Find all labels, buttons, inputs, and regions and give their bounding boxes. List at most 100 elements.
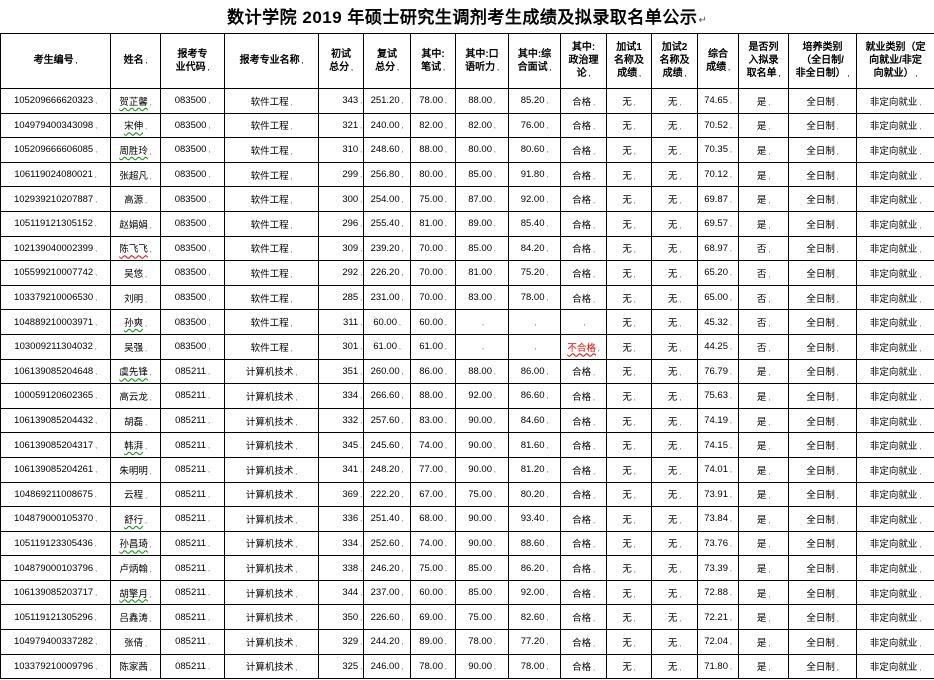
table-row: 106139085204317, 韩湃, 085211, 计算机技术, 345, 245.… bbox=[0, 432, 934, 458]
cell-end-mark: , bbox=[444, 590, 447, 598]
cell-politics: 合格, bbox=[560, 186, 607, 212]
cell-end-mark: , bbox=[593, 542, 595, 550]
cell-end-mark: , bbox=[679, 493, 682, 501]
cell-end-mark: , bbox=[208, 614, 210, 622]
cell-training-category: 全日制, bbox=[788, 112, 857, 139]
cell-end-mark: , bbox=[444, 467, 447, 475]
cell-end-mark: , bbox=[919, 271, 922, 279]
cell-extra-test-1: 无, bbox=[606, 88, 652, 114]
cell-overall-score: 73.39, bbox=[697, 555, 739, 581]
cell-name: 高源, bbox=[110, 186, 161, 212]
cell-politics: 合格, bbox=[560, 161, 607, 188]
cell-name: 胡磊, bbox=[110, 407, 161, 434]
cell-admitted: 是, bbox=[738, 604, 789, 631]
cell-end-mark: , bbox=[768, 493, 771, 501]
header-admitted: 是否列 入拟录 取名单, bbox=[738, 33, 789, 89]
cell-end-mark: , bbox=[444, 344, 447, 352]
cell-major-name: 软件工程, bbox=[224, 210, 319, 237]
cell-end-mark: , bbox=[290, 148, 293, 156]
cell-end-mark: , bbox=[95, 467, 98, 475]
cell-training-category: 全日制, bbox=[788, 186, 857, 212]
cell-major-name: 计算机技术, bbox=[224, 407, 319, 434]
cell-oral-listening: 90.00, bbox=[455, 506, 509, 532]
cell-oral-listening: , bbox=[455, 333, 509, 360]
cell-end-mark: , bbox=[94, 614, 97, 622]
cell-end-mark: , bbox=[679, 124, 682, 132]
cell-end-mark: , bbox=[546, 614, 549, 622]
cell-name: 周胜玲, bbox=[110, 137, 161, 163]
cell-overall-score: 74.19, bbox=[697, 407, 739, 434]
cell-end-mark: , bbox=[633, 665, 636, 673]
cell-end-mark: , bbox=[95, 245, 98, 253]
cell-extra-test-1: 无, bbox=[606, 112, 652, 139]
cell-retest-score: 246.20, bbox=[363, 555, 411, 581]
cell-overall-score: 69.57, bbox=[697, 210, 739, 237]
table-row: 102939210207887, 高源, 083500, 软件工程, 300, 254.0… bbox=[0, 186, 934, 212]
cell-written-score: 82.00, bbox=[410, 112, 456, 139]
cell-end-mark: , bbox=[149, 394, 152, 402]
cell-overall-score: 70.52, bbox=[697, 112, 739, 139]
cell-end-mark: , bbox=[768, 567, 771, 575]
cell-overall-score: 72.04, bbox=[697, 629, 739, 655]
cell-end-mark: , bbox=[546, 245, 549, 253]
cell-end-mark: , bbox=[546, 590, 549, 598]
cell-end-mark: , bbox=[534, 344, 537, 352]
cell-major-name: 软件工程, bbox=[224, 309, 319, 335]
cell-end-mark: , bbox=[95, 590, 98, 598]
cell-end-mark: , bbox=[768, 444, 771, 452]
cell-end-mark: , bbox=[679, 419, 682, 427]
cell-end-mark: , bbox=[493, 565, 496, 573]
cell-name: 舒行, bbox=[110, 506, 161, 532]
cell-end-mark: , bbox=[208, 491, 210, 499]
cell-training-category: 全日制, bbox=[788, 358, 857, 385]
cell-interview: 93.40, bbox=[508, 506, 561, 532]
cell-major-name: 计算机技术, bbox=[224, 456, 319, 483]
cell-end-mark: , bbox=[95, 122, 98, 130]
cell-end-mark: , bbox=[729, 122, 732, 130]
cell-end-mark: , bbox=[633, 99, 636, 107]
cell-training-category: 全日制, bbox=[788, 383, 857, 409]
cell-oral-listening: 90.00, bbox=[455, 407, 509, 434]
cell-end-mark: , bbox=[729, 516, 732, 524]
cell-extra-test-1: 无, bbox=[606, 260, 652, 286]
table-row: 100059120602365, 高云龙, 085211, 计算机技术, 334, 266… bbox=[0, 383, 934, 409]
cell-written-score: 78.00, bbox=[410, 653, 456, 680]
cell-employment-category: 非定向就业, bbox=[856, 333, 934, 360]
cell-end-mark: , bbox=[360, 245, 362, 253]
cell-end-mark: , bbox=[360, 540, 362, 548]
cell-overall-score: 74.15, bbox=[697, 432, 739, 458]
cell-end-mark: , bbox=[295, 493, 298, 501]
cell-end-mark: , bbox=[401, 491, 404, 499]
cell-extra-test-1: 无, bbox=[606, 235, 652, 262]
cell-employment-category: 非定向就业, bbox=[856, 260, 934, 286]
cell-employment-category: 非定向就业, bbox=[856, 358, 934, 385]
cell-initial-score: 310, bbox=[318, 137, 364, 163]
cell-initial-score: 285, bbox=[318, 284, 364, 311]
cell-end-mark: , bbox=[360, 295, 362, 303]
cell-oral-listening: 80.00, bbox=[455, 137, 509, 163]
cell-end-mark: , bbox=[919, 370, 922, 378]
cell-end-mark: , bbox=[919, 567, 922, 575]
cell-interview: 92.00, bbox=[508, 579, 561, 606]
cell-candidate-id: 102139040002399, bbox=[0, 235, 111, 262]
table-row: 104879000105370, 舒行, 085211, 计算机技术, 336, 251.… bbox=[0, 506, 934, 532]
cell-end-mark: , bbox=[208, 565, 210, 573]
cell-end-mark: , bbox=[360, 270, 362, 278]
table-row: 105599210007742, 吴悠, 083500, 软件工程, 292, 226.2… bbox=[0, 260, 934, 286]
cell-written-score: 69.00, bbox=[410, 604, 456, 631]
cell-major-name: 计算机技术, bbox=[224, 358, 319, 385]
cell-end-mark: , bbox=[493, 245, 496, 253]
cell-candidate-id: 105119121305296, bbox=[0, 604, 111, 631]
cell-end-mark: , bbox=[768, 198, 771, 206]
cell-admitted: 是, bbox=[738, 629, 789, 655]
cell-oral-listening: 85.00, bbox=[455, 235, 509, 262]
cell-end-mark: , bbox=[145, 419, 147, 427]
cell-major-code: 085211, bbox=[160, 579, 225, 606]
cell-end-mark: , bbox=[679, 640, 682, 648]
header-candidate-id: 考生编号, bbox=[0, 33, 111, 89]
cell-end-mark: , bbox=[836, 173, 839, 181]
cell-end-mark: , bbox=[290, 99, 293, 107]
cell-end-mark: , bbox=[546, 516, 549, 524]
cell-candidate-id: 104879000105370, bbox=[0, 506, 111, 532]
cell-end-mark: , bbox=[444, 540, 447, 548]
